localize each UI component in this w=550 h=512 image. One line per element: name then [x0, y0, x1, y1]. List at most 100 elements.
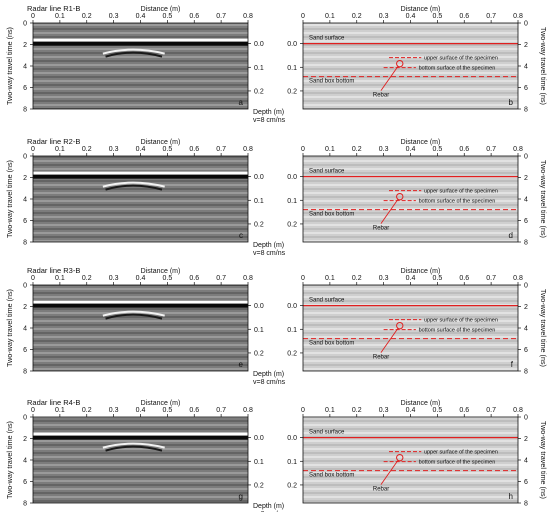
time-tick-label: 6	[23, 218, 27, 225]
radargram-background	[33, 285, 248, 371]
x-tick-label: 0.8	[513, 13, 523, 20]
sand-box-bottom-label: Sand box bottom	[309, 79, 354, 85]
depth-tick-label: 0.2	[287, 221, 297, 228]
rebar-marker	[396, 59, 404, 68]
x-tick-label: 0.3	[379, 146, 389, 153]
depth-tick-label: 0.2	[254, 482, 264, 489]
time-tick-label: 4	[23, 64, 27, 71]
panel-letter: g	[239, 492, 243, 501]
depth-tick-label: 0.1	[254, 198, 264, 205]
rebar-marker	[396, 453, 404, 462]
specimen-reflection-dark	[105, 313, 163, 320]
depth-tick-label: 0.0	[287, 435, 297, 442]
surface-reflection-bright	[33, 300, 248, 304]
radar-line-title: Radar line R3-B	[27, 266, 80, 275]
velocity-label: v=8 cm/ns	[253, 379, 286, 386]
sand-surface-label: Sand surface	[309, 298, 345, 304]
time-tick-label: 2	[23, 42, 27, 49]
x-tick-label: 0.1	[55, 407, 65, 414]
bottom-surface-label: bottom surface of the specimen	[419, 66, 496, 72]
specimen-reflection-bright	[102, 48, 165, 55]
row-3: 0 0.1 0.2 0.3 0.4 0.5 0.6 0.7 0.8 Distance (m) Rad…	[5, 266, 548, 386]
rebar-arrow	[380, 328, 399, 353]
time-tick-label: 4	[23, 458, 27, 465]
time-tick-label: 6	[524, 85, 528, 92]
rebar-arrow	[380, 460, 399, 485]
depth-tick-label: 0.1	[254, 327, 264, 334]
depth-tick-label: 0.2	[287, 88, 297, 95]
x-tick-label: 0	[301, 146, 305, 153]
rebar-marker	[396, 321, 404, 330]
panel-letter: b	[509, 98, 514, 107]
x-tick-label: 0.8	[243, 146, 253, 153]
x-tick-label: 0.2	[352, 407, 362, 414]
time-tick-label: 0	[524, 21, 528, 28]
time-tick-label: 4	[23, 197, 27, 204]
x-axis-title: Distance (m)	[141, 139, 181, 146]
x-axis-title: Distance (m)	[401, 6, 441, 13]
x-tick-label: 0.1	[55, 13, 65, 20]
rebar-arrow	[380, 66, 399, 91]
upper-surface-label: upper surface of the specimen	[424, 189, 498, 195]
rebar-label: Rebar	[373, 93, 389, 99]
radargram-background	[33, 156, 248, 242]
surface-reflection-dark	[33, 435, 248, 440]
upper-surface-label: upper surface of the specimen	[424, 56, 498, 62]
time-tick-label: 4	[524, 458, 528, 465]
x-tick-label: 0.6	[189, 146, 199, 153]
x-tick-label: 0.4	[136, 146, 146, 153]
x-tick-label: 0	[301, 13, 305, 20]
x-tick-label: 0.3	[109, 275, 119, 282]
depth-tick-label: 0.2	[287, 350, 297, 357]
time-axis-title: Two-way travel time (ns)	[5, 421, 14, 499]
time-tick-label: 0	[23, 283, 27, 290]
x-tick-label: 0.8	[243, 407, 253, 414]
radargram-background	[33, 417, 248, 503]
depth-tick-label: 0.2	[254, 88, 264, 95]
time-tick-label: 2	[524, 436, 528, 443]
x-tick-label: 0.5	[163, 407, 173, 414]
time-tick-label: 8	[524, 369, 528, 376]
sand-box-bottom-label: Sand box bottom	[309, 473, 354, 479]
x-tick-label: 0.2	[82, 146, 92, 153]
x-tick-label: 0.6	[459, 13, 469, 20]
depth-tick-label: 0.0	[287, 41, 297, 48]
depth-tick-label: 0.1	[254, 459, 264, 466]
x-tick-label: 0.3	[109, 13, 119, 20]
x-tick-label: 0.5	[433, 407, 443, 414]
time-tick-label: 2	[23, 175, 27, 182]
radargram-background	[33, 23, 248, 109]
specimen-reflection-bright	[102, 442, 165, 449]
depth-tick-label: 0.0	[287, 303, 297, 310]
time-tick-label: 4	[23, 326, 27, 333]
time-tick-label: 6	[23, 479, 27, 486]
x-tick-label: 0.3	[109, 146, 119, 153]
depth-axis-title: Depth (m)	[253, 371, 284, 378]
x-tick-label: 0.1	[55, 275, 65, 282]
x-tick-label: 0.5	[433, 13, 443, 20]
surface-reflection-bright	[33, 432, 248, 436]
x-axis-title: Distance (m)	[401, 400, 441, 407]
time-tick-label: 6	[524, 479, 528, 486]
x-tick-label: 0.4	[406, 13, 416, 20]
time-tick-label: 6	[524, 347, 528, 354]
x-tick-label: 0.5	[433, 146, 443, 153]
specimen-reflection-dark	[105, 184, 163, 191]
time-tick-label: 0	[524, 154, 528, 161]
panel-letter: e	[239, 360, 244, 369]
specimen-reflection-dark	[105, 445, 163, 452]
depth-tick-label: 0.0	[287, 174, 297, 181]
panel-letter: a	[239, 98, 244, 107]
depth-axis-title: Depth (m)	[253, 503, 284, 510]
x-tick-label: 0	[31, 407, 35, 414]
rebar-label: Rebar	[373, 487, 389, 493]
depth-axis-title: Depth (m)	[253, 109, 284, 116]
time-tick-label: 8	[524, 501, 528, 508]
x-tick-label: 0.7	[216, 13, 226, 20]
x-tick-label: 0.1	[325, 13, 335, 20]
time-tick-label: 8	[23, 107, 27, 114]
x-tick-label: 0.8	[513, 275, 523, 282]
time-tick-label: 2	[524, 42, 528, 49]
time-tick-label: 0	[524, 283, 528, 290]
